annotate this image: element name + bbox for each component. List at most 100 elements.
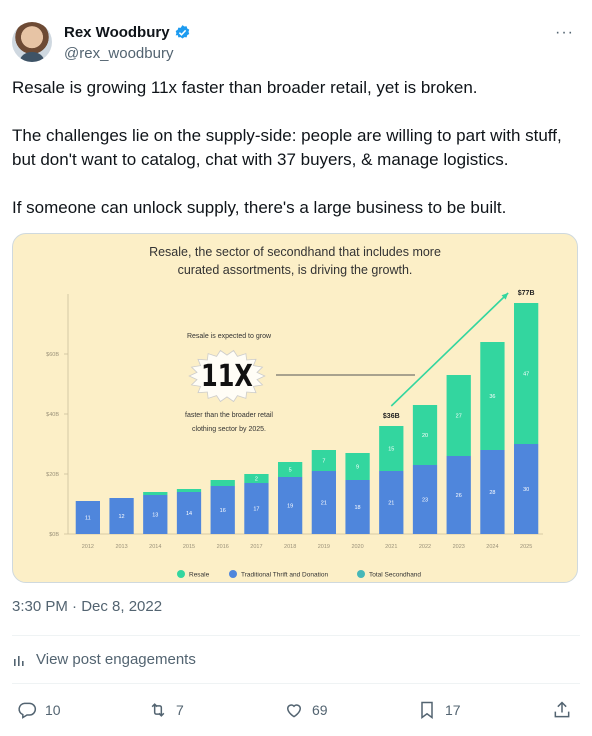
- resale-value-label: 20: [422, 433, 428, 439]
- thrift-value-label: 21: [321, 501, 327, 507]
- x-tick-label: 2020: [351, 544, 363, 550]
- resale-value-label: 2: [255, 477, 258, 483]
- reply-button[interactable]: 10: [17, 700, 61, 720]
- x-tick-label: 2022: [419, 544, 431, 550]
- resale-value-label: 9: [356, 465, 359, 471]
- bar-thrift: [143, 495, 168, 534]
- x-tick-label: 2017: [250, 544, 262, 550]
- thrift-value-label: 14: [186, 511, 192, 517]
- y-tick-label: $20B: [46, 472, 59, 478]
- resale-value-label: 27: [456, 414, 462, 420]
- legend-label: Traditional Thrift and Donation: [241, 572, 328, 579]
- tweet-paragraph: Resale is growing 11x faster than broade…: [12, 78, 478, 97]
- bar-resale: [244, 474, 269, 483]
- view-engagements-label: View post engagements: [36, 651, 196, 668]
- author-handle[interactable]: @rex_woodbury: [64, 45, 174, 62]
- total-label: $36B: [383, 413, 400, 420]
- bar-thrift: [412, 465, 438, 534]
- secondhand-growth-chart: Resale, the sector of secondhand that in…: [46, 245, 543, 579]
- bar-thrift: [109, 498, 134, 534]
- resale-value-label: 15: [388, 447, 394, 453]
- bookmark-icon: [421, 701, 433, 719]
- tweet-header: Rex Woodbury @rex_woodbury ···: [12, 18, 580, 68]
- legend-swatch: [229, 570, 237, 578]
- thrift-value-label: 16: [220, 508, 226, 514]
- bar-thrift: [345, 480, 370, 534]
- resale-value-label: 47: [523, 372, 529, 378]
- x-tick-label: 2016: [217, 544, 229, 550]
- callout-big-text: 11X: [201, 359, 253, 393]
- tweet-paragraph: The challenges lie on the supply-side: p…: [12, 126, 562, 169]
- callout-bottom-text-1: faster than the broader retail: [185, 412, 273, 419]
- growth-arrow: [390, 292, 509, 407]
- resale-value-label: 36: [489, 394, 495, 400]
- callout-top-text: Resale is expected to grow: [187, 333, 272, 340]
- bar-resale: [311, 450, 336, 471]
- thrift-value-label: 19: [287, 504, 293, 510]
- bar-resale: [514, 303, 539, 444]
- bookmark-button[interactable]: 17: [417, 700, 461, 720]
- callout-starburst-shape: [188, 349, 266, 403]
- x-tick-label: 2014: [149, 544, 161, 550]
- bookmark-count: 17: [445, 702, 461, 718]
- bar-thrift: [244, 483, 269, 534]
- repost-icon: [151, 703, 165, 717]
- bar-thrift: [480, 450, 505, 534]
- thrift-value-label: 21: [388, 501, 394, 507]
- bar-resale: [278, 462, 303, 477]
- thrift-value-label: 26: [456, 493, 462, 499]
- share-button[interactable]: [552, 700, 572, 720]
- divider: [12, 635, 580, 636]
- thrift-value-label: 28: [489, 490, 495, 496]
- x-tick-label: 2019: [318, 544, 330, 550]
- verified-badge-icon: [175, 25, 189, 39]
- bar-thrift: [311, 471, 336, 534]
- like-count: 69: [312, 702, 328, 718]
- thrift-value-label: 12: [119, 514, 125, 520]
- reply-icon: [18, 702, 37, 719]
- avatar[interactable]: [12, 22, 52, 62]
- thrift-value-label: 23: [422, 498, 428, 504]
- bar-resale: [345, 453, 370, 480]
- total-label: $77B: [518, 290, 535, 297]
- x-tick-label: 2024: [486, 544, 498, 550]
- more-options-icon[interactable]: ···: [555, 24, 574, 41]
- chart-title-line-2: curated assortments, is driving the grow…: [178, 263, 413, 277]
- action-bar: 10 7 69 17: [12, 700, 580, 724]
- bar-resale: [176, 489, 202, 492]
- bar-thrift: [176, 492, 202, 534]
- thrift-value-label: 18: [355, 505, 361, 511]
- repost-button[interactable]: 7: [148, 700, 184, 720]
- author-name-row: Rex Woodbury: [64, 24, 191, 41]
- divider: [12, 683, 580, 684]
- author-name[interactable]: Rex Woodbury: [64, 24, 170, 41]
- bar-thrift: [75, 501, 100, 534]
- x-tick-label: 2013: [115, 544, 127, 550]
- chart-image[interactable]: Resale, the sector of secondhand that in…: [12, 233, 578, 583]
- repost-count: 7: [176, 702, 184, 718]
- heart-icon: [286, 704, 302, 718]
- legend-label: Resale: [189, 572, 210, 579]
- x-tick-label: 2023: [453, 544, 465, 550]
- resale-value-label: 7: [322, 459, 325, 465]
- legend-swatch: [177, 570, 185, 578]
- like-button[interactable]: 69: [284, 700, 328, 720]
- thrift-value-label: 30: [523, 487, 529, 493]
- bar-thrift: [446, 456, 471, 534]
- bar-resale: [210, 480, 235, 486]
- bar-resale: [379, 426, 404, 471]
- bar-resale: [143, 492, 168, 495]
- resale-value-label: 5: [289, 468, 292, 474]
- legend-label: Total Secondhand: [369, 572, 421, 579]
- x-tick-label: 2012: [82, 544, 94, 550]
- post-timestamp[interactable]: 3:30 PM · Dec 8, 2022: [12, 598, 163, 615]
- bar-resale: [446, 375, 471, 456]
- tweet-text: Resale is growing 11x faster than broade…: [12, 76, 580, 244]
- bar-thrift: [210, 486, 235, 534]
- bar-resale: [480, 342, 505, 450]
- view-engagements-link[interactable]: View post engagements: [12, 651, 196, 668]
- chart-title-line-1: Resale, the sector of secondhand that in…: [149, 245, 441, 259]
- x-tick-label: 2015: [183, 544, 195, 550]
- bar-resale: [412, 405, 438, 465]
- bar-thrift: [379, 471, 404, 534]
